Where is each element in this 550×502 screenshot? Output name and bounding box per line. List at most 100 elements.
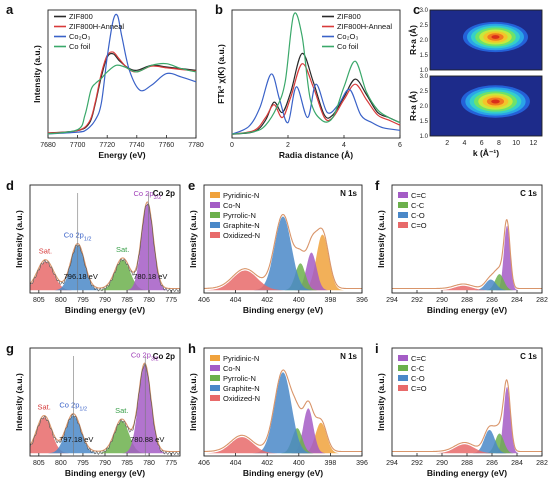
panel-letter: g — [6, 341, 14, 356]
x-tick-label: 790 — [99, 460, 111, 467]
x-axis-label: Binding energy (eV) — [65, 305, 145, 315]
x-tick-label: 800 — [55, 297, 67, 304]
legend-swatch — [398, 375, 408, 381]
legend-entry: C=O — [411, 221, 427, 230]
x-axis-label: k (Å⁻¹) — [473, 148, 499, 158]
legend-swatch — [398, 212, 408, 218]
legend-swatch — [210, 355, 220, 361]
x-tick-label: 4 — [463, 140, 467, 147]
spectrum-label: N 1s — [340, 189, 357, 198]
panel-e: 406 404 402 400 398 396 Binding energy (eV) Int… — [188, 178, 368, 315]
peak-energy-annotation: 780.18 eV — [133, 272, 167, 281]
x-tick-label: 785 — [121, 460, 133, 467]
plot-frame-e — [203, 184, 363, 294]
component-peak-0 — [392, 225, 542, 291]
legend-swatch — [210, 232, 220, 238]
x-tick-label: 398 — [325, 297, 337, 304]
peak-energy-annotation: 797.18 eV — [59, 435, 93, 444]
x-tick-label: 800 — [55, 460, 67, 467]
legend-swatch — [210, 192, 220, 198]
series-line-2 — [231, 73, 401, 135]
component-peak-4 — [204, 437, 362, 454]
x-tick-label: 294 — [386, 297, 398, 304]
x-tick-label: 396 — [356, 460, 368, 467]
legend-entry: C-C — [411, 364, 425, 373]
legend-swatch — [210, 202, 220, 208]
component-peak-4 — [204, 270, 362, 291]
x-axis-label: Energy (eV) — [98, 150, 145, 160]
x-tick-label: 7760 — [159, 142, 175, 149]
y-axis-label: Intensity (a.u.) — [376, 373, 386, 431]
legend-entry: Oxidized-N — [223, 394, 260, 403]
legend-entry: C=O — [411, 384, 427, 393]
legend-entry: ZIF800 — [69, 12, 93, 21]
component-peak-1 — [30, 415, 180, 454]
legend-entry: Co foil — [337, 42, 359, 51]
legend-entry: Co₂O₃ — [337, 32, 358, 41]
panel-letter: i — [375, 341, 379, 356]
x-axis-label: Radia distance (Å) — [279, 150, 353, 160]
heatmap-contour — [491, 35, 500, 39]
x-tick-label: 780 — [143, 460, 155, 467]
x-tick-label: 404 — [230, 297, 242, 304]
legend-swatch — [210, 222, 220, 228]
panel-letter: f — [375, 178, 380, 193]
legend-entry: Pyrrolic-N — [223, 211, 256, 220]
x-tick-label: 7700 — [70, 142, 86, 149]
panel-letter: e — [188, 178, 195, 193]
y-tick-label: 1.0 — [420, 68, 429, 74]
x-tick-label: 292 — [411, 460, 423, 467]
y-axis-label: Intensity (a.u.) — [32, 45, 42, 103]
x-tick-label: 805 — [33, 297, 45, 304]
y-tick-label: 1.5 — [420, 53, 429, 59]
peak-label: Sat. — [115, 406, 128, 415]
y-axis-label: Intensity (a.u.) — [188, 210, 198, 268]
panel-c: 1.0 1.5 2.0 2.5 3.0 R+a (Å) 1.0 1.5 2.0 2.5 3.0 R+a… — [408, 2, 543, 158]
panel-letter: a — [6, 2, 14, 17]
x-tick-label: 4 — [342, 142, 346, 149]
x-tick-label: 785 — [121, 297, 133, 304]
component-peak-0 — [30, 417, 180, 454]
spectrum-label: C 1s — [520, 352, 537, 361]
x-tick-label: 292 — [411, 297, 423, 304]
heatmap-frame — [429, 75, 543, 137]
y-axis-label: R+a (Å) — [408, 25, 418, 55]
component-peak-0 — [204, 422, 362, 454]
y-axis-label: R+a (Å) — [408, 91, 418, 121]
component-peak-0 — [30, 261, 180, 291]
component-peak-1 — [392, 433, 542, 454]
x-tick-label: 0 — [230, 142, 234, 149]
legend-entry: C=C — [411, 191, 427, 200]
x-tick-label: 404 — [230, 460, 242, 467]
fit-envelope — [204, 369, 362, 453]
x-tick-label: 284 — [511, 297, 523, 304]
series-line-3 — [47, 62, 197, 135]
legend-swatch — [398, 365, 408, 371]
component-peak-0 — [204, 234, 362, 291]
legend-entry: Co foil — [69, 42, 91, 51]
y-tick-label: 2.5 — [420, 89, 429, 95]
fit-envelope — [392, 219, 542, 290]
component-peak-3 — [204, 372, 362, 454]
component-peak-3 — [30, 203, 180, 291]
legend-swatch — [398, 202, 408, 208]
panel-letter: b — [215, 2, 223, 17]
fit-envelope — [203, 213, 362, 290]
plot-frame-a — [47, 9, 197, 139]
peak-label: Sat. — [116, 245, 129, 254]
legend-swatch — [398, 192, 408, 198]
series-line-1 — [231, 63, 401, 135]
legend-entry: Oxidized-N — [223, 231, 260, 240]
x-tick-label: 288 — [461, 460, 473, 467]
peak-label: Sat. — [37, 403, 50, 412]
x-axis-label: Binding energy (eV) — [427, 305, 507, 315]
legend-swatch — [398, 222, 408, 228]
y-tick-label: 3.0 — [420, 8, 429, 14]
fit-envelope — [29, 362, 180, 453]
heatmap-contour — [491, 99, 500, 104]
component-peak-1 — [392, 274, 542, 291]
x-tick-label: 402 — [261, 460, 273, 467]
y-tick-label: 2.5 — [420, 23, 429, 29]
plot-frame-h — [203, 347, 363, 457]
plot-frame-b — [231, 9, 401, 139]
